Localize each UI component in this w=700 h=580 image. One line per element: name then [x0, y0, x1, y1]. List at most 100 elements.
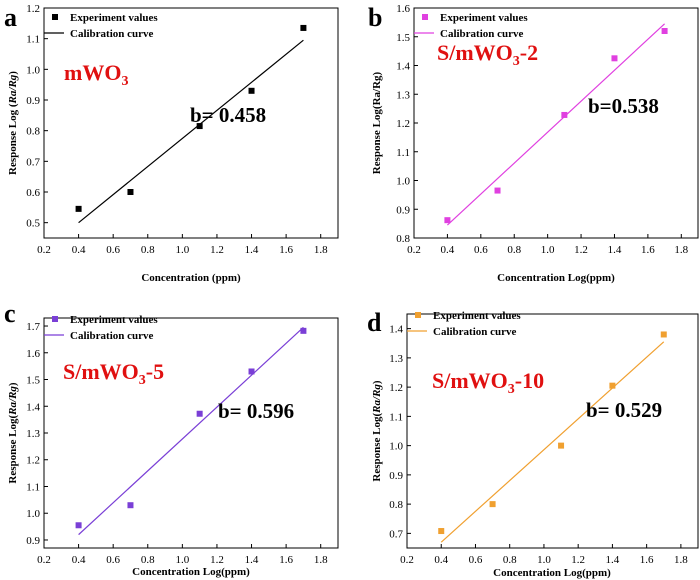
y-tick-label: 0.8	[26, 126, 40, 138]
x-tick-label: 0.2	[37, 554, 51, 566]
y-tick-label: 1.3	[396, 89, 410, 101]
data-point	[660, 331, 667, 338]
x-tick-label: 1.0	[175, 244, 189, 256]
y-tick-label: 1.4	[389, 324, 403, 336]
plot-frame	[43, 7, 339, 239]
data-point	[196, 123, 203, 130]
y-axis-label: Response Log(Ra/Rg)	[371, 71, 383, 174]
panel-d: 0.2 0.4 0.6 0.8 1.0 1.2 1.4 1.6 1.8 0.7 0.8 0.9 1.0 1…	[367, 308, 699, 579]
data-point	[611, 55, 618, 62]
x-tick-label: 1.4	[245, 244, 259, 256]
y-tick-label: 1.0	[26, 64, 40, 76]
x-tick-label: 1.6	[641, 244, 655, 256]
y-tick-label: 1.2	[26, 3, 40, 15]
x-tick-label: 0.6	[469, 554, 483, 566]
y-tick-label: 0.9	[389, 470, 403, 482]
y-axis-label-part: )	[371, 380, 383, 384]
y-tick-label: 1.5	[396, 32, 410, 44]
y-axis-label-part: Ra/Rg	[7, 386, 19, 416]
y-tick-label: 1.1	[26, 481, 40, 493]
x-tick-label: 1.6	[279, 244, 293, 256]
slope-label: b= 0.529	[586, 398, 662, 422]
x-tick-label: 0.2	[37, 244, 51, 256]
y-tick-label: 1.4	[396, 61, 410, 73]
y-tick-label: 1.6	[26, 348, 40, 360]
x-tick-label: 1.6	[279, 554, 293, 566]
x-tick-label: 1.8	[674, 554, 688, 566]
x-tick-label: 1.4	[606, 554, 620, 566]
panel-letter: d	[367, 308, 382, 337]
plot-frame	[43, 317, 339, 549]
data-point	[300, 327, 307, 334]
x-axis-label: Concentration Log(ppm)	[497, 272, 615, 284]
y-tick-label: 1.7	[26, 321, 40, 333]
calibration-line	[78, 326, 304, 536]
x-tick-label: 1.6	[640, 554, 654, 566]
data-point	[248, 368, 255, 375]
data-point	[248, 87, 255, 94]
y-tick-label: 0.9	[26, 95, 40, 107]
x-tick-label: 1.8	[674, 244, 688, 256]
material-name-subscript: 3	[513, 54, 520, 69]
data-point	[444, 217, 451, 224]
x-tick-label: 1.8	[314, 554, 328, 566]
y-axis-label-part: Response Log (	[7, 103, 19, 175]
y-tick-label: 1.6	[396, 3, 410, 15]
x-axis-label: Concentration Log(ppm)	[493, 567, 611, 579]
y-tick-label: 1.2	[389, 382, 403, 394]
x-tick-label: 0.8	[503, 554, 517, 566]
y-tick-label: 0.5	[26, 218, 40, 230]
panel-letter: b	[368, 3, 382, 32]
x-tick-label: 1.4	[608, 244, 622, 256]
material-name-main: S/mWO	[437, 40, 513, 65]
calibration-line	[447, 23, 665, 226]
material-name-subscript: 3	[508, 382, 515, 397]
x-tick-label: 1.0	[537, 554, 551, 566]
y-tick-label: 0.9	[26, 535, 40, 547]
y-tick-label: 0.8	[396, 233, 410, 245]
x-tick-label: 0.4	[72, 554, 86, 566]
y-axis-label: Response Log (Ra/Rg)	[7, 71, 19, 175]
x-tick-label: 1.8	[314, 244, 328, 256]
material-name-suffix: -5	[146, 359, 164, 384]
material-name-main: S/mWO	[63, 359, 139, 384]
material-name: mWO3	[64, 60, 128, 89]
y-tick-label: 1.3	[389, 353, 403, 365]
slope-label: b= 0.458	[190, 103, 266, 127]
data-point	[438, 528, 445, 535]
legend-label-line: Calibration curve	[70, 28, 154, 40]
x-tick-label: 1.2	[210, 554, 224, 566]
x-tick-label: 0.4	[441, 244, 455, 256]
y-tick-label: 0.7	[389, 528, 403, 540]
x-tick-label: 1.2	[571, 554, 585, 566]
data-point	[561, 111, 568, 118]
legend-label-line: Calibration curve	[440, 28, 524, 40]
plot-frame	[406, 313, 699, 549]
y-axis-label-part: Ra/Rg	[7, 74, 19, 104]
x-tick-label: 0.6	[106, 244, 120, 256]
x-tick-label: 1.0	[175, 554, 189, 566]
legend-label-points: Experiment values	[433, 310, 521, 322]
legend-label-line: Calibration curve	[70, 330, 154, 342]
material-name-suffix: -2	[520, 40, 538, 65]
legend-marker	[415, 312, 421, 318]
data-point	[75, 522, 82, 529]
x-tick-label: 0.4	[72, 244, 86, 256]
data-point	[661, 28, 668, 34]
x-tick-label: 1.0	[541, 244, 555, 256]
legend-label-points: Experiment values	[440, 12, 528, 24]
y-tick-label: 1.0	[389, 441, 403, 453]
y-axis-label-part: )	[7, 382, 19, 386]
legend-label-line: Calibration curve	[433, 326, 517, 338]
legend-marker	[52, 316, 58, 322]
x-tick-label: 0.8	[141, 554, 155, 566]
y-tick-label: 1.1	[26, 34, 40, 46]
material-name-main: mWO	[64, 60, 121, 85]
calibration-line	[78, 39, 304, 224]
y-tick-label: 0.6	[26, 187, 40, 199]
material-name-subscript: 3	[139, 373, 146, 388]
x-tick-label: 0.4	[434, 554, 448, 566]
x-tick-label: 0.2	[400, 554, 414, 566]
data-point	[127, 189, 134, 195]
